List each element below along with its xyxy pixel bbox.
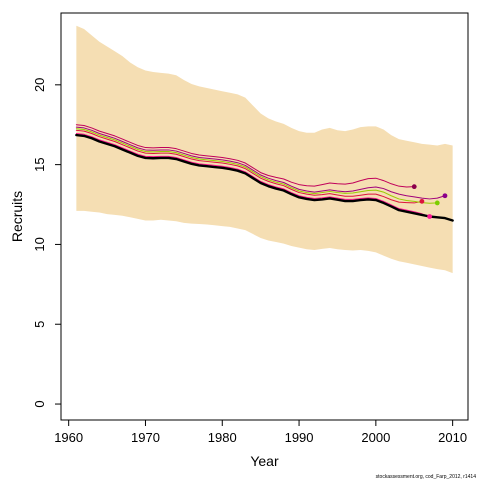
x-tick-label-2000: 2000 <box>361 430 390 445</box>
y-axis: 0 5 10 15 20 <box>32 78 62 408</box>
endpoint-markers <box>411 184 448 219</box>
x-axis: 1960 1970 1980 1990 2000 2010 <box>54 419 467 445</box>
series-line-2 <box>75 129 423 204</box>
credit-text: stockassessment.org, cod_Farp_2012, r141… <box>376 474 477 480</box>
x-tick-label-2010: 2010 <box>438 430 467 445</box>
x-tick-label-1990: 1990 <box>285 430 314 445</box>
series-lines <box>75 124 454 222</box>
y-axis-title: Recruits <box>9 191 25 242</box>
plot-area <box>75 25 454 274</box>
series-line-5 <box>75 124 415 188</box>
endpoint-marker-2007 <box>427 214 432 219</box>
y-tick-label-15: 15 <box>32 157 47 171</box>
series-line-3 <box>75 128 438 204</box>
x-axis-title: Year <box>250 453 279 469</box>
x-tick-label-1960: 1960 <box>54 430 83 445</box>
series-line-0 <box>75 133 454 222</box>
y-tick-label-20: 20 <box>32 78 47 92</box>
endpoint-marker-2005 <box>411 184 417 190</box>
x-tick-label-1970: 1970 <box>131 430 160 445</box>
endpoint-marker-2009 <box>442 193 448 199</box>
x-tick-label-1980: 1980 <box>208 430 237 445</box>
series-line-4 <box>75 126 446 200</box>
series-line-1 <box>75 133 431 217</box>
endpoint-marker-2006 <box>419 198 425 204</box>
y-tick-label-5: 5 <box>32 321 47 328</box>
endpoint-marker-2008 <box>434 200 440 206</box>
y-tick-label-0: 0 <box>32 400 47 407</box>
y-tick-label-10: 10 <box>32 237 47 251</box>
confidence-band <box>76 25 453 274</box>
